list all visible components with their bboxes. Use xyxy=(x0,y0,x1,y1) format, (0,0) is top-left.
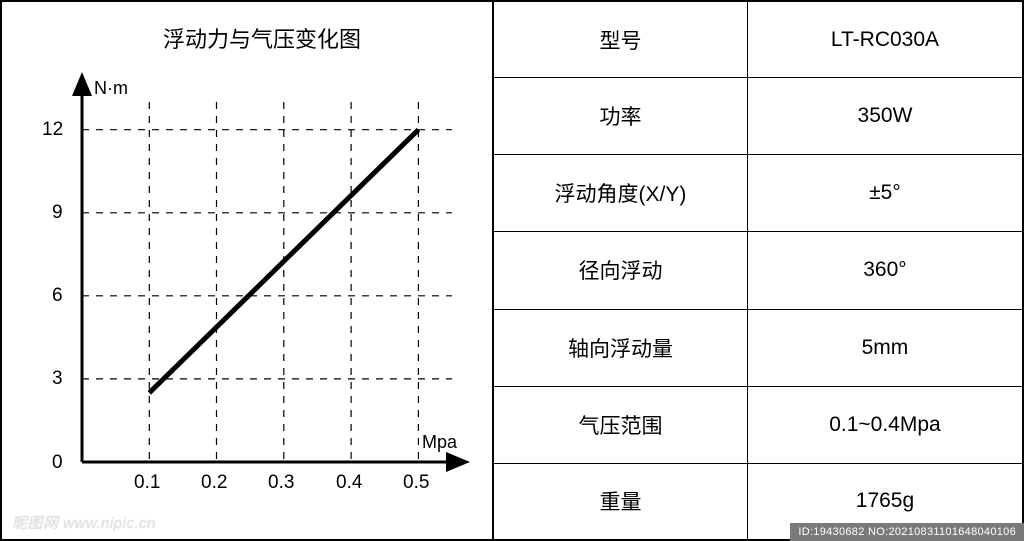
watermark-right: ID:19430682 NO:20210831101648040106 xyxy=(790,523,1024,541)
spec-label: 浮动角度(X/Y) xyxy=(494,155,747,232)
spec-table: 型号 LT-RC030A 功率 350W 浮动角度(X/Y) ±5° 径向浮动 … xyxy=(494,2,1022,539)
spec-value: 5mm xyxy=(747,309,1022,386)
spec-label: 型号 xyxy=(494,2,747,78)
chart-area: 0 3 6 9 12 0.1 0.2 0.3 0.4 0.5 N·m Mpa xyxy=(12,62,472,512)
y-axis-label: N·m xyxy=(94,78,128,99)
spec-value: LT-RC030A xyxy=(747,2,1022,78)
table-row: 型号 LT-RC030A xyxy=(494,2,1022,78)
chart-title: 浮动力与气压变化图 xyxy=(42,22,482,54)
chart-panel: 浮动力与气压变化图 xyxy=(2,2,492,539)
spec-value: 0.1~0.4Mpa xyxy=(747,386,1022,463)
x-tick-0: 0.1 xyxy=(134,472,160,494)
spec-label: 功率 xyxy=(494,78,747,155)
y-tick-2: 6 xyxy=(52,285,63,307)
main-container: 浮动力与气压变化图 xyxy=(0,0,1024,541)
y-tick-1: 3 xyxy=(52,368,63,390)
x-axis-label: Mpa xyxy=(422,432,457,453)
spec-label: 轴向浮动量 xyxy=(494,309,747,386)
table-row: 气压范围 0.1~0.4Mpa xyxy=(494,386,1022,463)
spec-value: ±5° xyxy=(747,155,1022,232)
spec-label: 径向浮动 xyxy=(494,232,747,309)
grid-vertical xyxy=(149,102,418,462)
y-axis-arrow xyxy=(72,72,92,96)
spec-value: 350W xyxy=(747,78,1022,155)
x-axis-arrow xyxy=(446,452,470,472)
y-tick-3: 9 xyxy=(52,202,63,224)
table-panel: 型号 LT-RC030A 功率 350W 浮动角度(X/Y) ±5° 径向浮动 … xyxy=(492,2,1022,539)
table-row: 浮动角度(X/Y) ±5° xyxy=(494,155,1022,232)
data-line xyxy=(149,130,418,393)
grid-horizontal xyxy=(82,130,452,379)
chart-svg xyxy=(12,62,472,512)
table-row: 轴向浮动量 5mm xyxy=(494,309,1022,386)
x-tick-3: 0.4 xyxy=(336,472,362,494)
x-tick-4: 0.5 xyxy=(403,472,429,494)
x-tick-2: 0.3 xyxy=(268,472,294,494)
table-row: 径向浮动 360° xyxy=(494,232,1022,309)
table-row: 功率 350W xyxy=(494,78,1022,155)
spec-value: 360° xyxy=(747,232,1022,309)
x-tick-1: 0.2 xyxy=(201,472,227,494)
watermark-left: 昵图网 www.nipic.cn xyxy=(12,512,156,533)
y-tick-0: 0 xyxy=(52,452,63,474)
spec-label: 气压范围 xyxy=(494,386,747,463)
y-tick-4: 12 xyxy=(42,119,63,141)
spec-label: 重量 xyxy=(494,463,747,539)
